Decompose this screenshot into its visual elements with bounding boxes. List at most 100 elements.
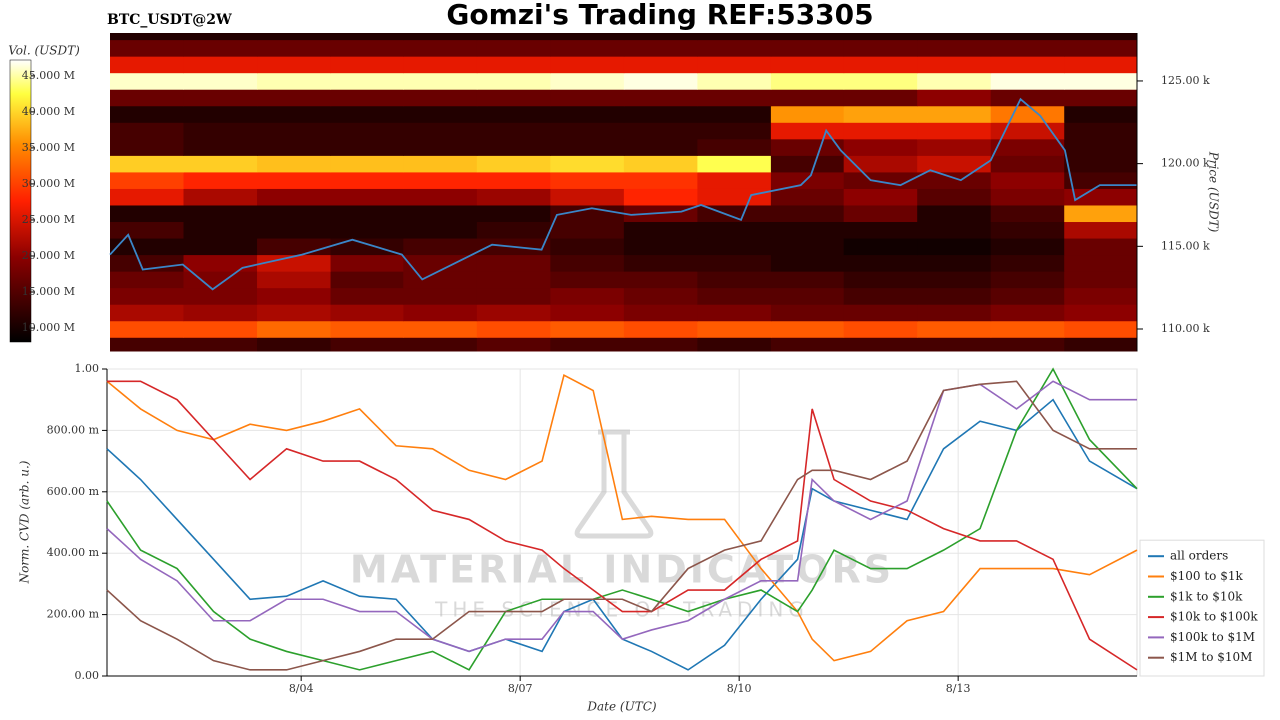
heatmap-cell	[183, 89, 258, 107]
heatmap-cell	[476, 271, 551, 289]
heatmap-cell	[550, 39, 625, 57]
heatmap-cell	[257, 39, 332, 57]
heatmap-cell	[1064, 171, 1138, 189]
heatmap-cell	[990, 204, 1065, 223]
heatmap-cell	[623, 287, 698, 305]
heatmap-cell	[1064, 204, 1138, 223]
heatmap-cell	[550, 320, 625, 338]
heatmap-cell	[257, 221, 332, 239]
y-axis-label: Norm. CVD (arb. u.)	[18, 460, 32, 584]
heatmap-cell	[183, 122, 258, 140]
heatmap-cell	[843, 105, 918, 123]
heatmap-cell	[917, 304, 992, 322]
heatmap-cell	[990, 56, 1065, 74]
colorbar-tick-label: 40.000 M	[22, 105, 75, 118]
heatmap-cell	[110, 155, 185, 173]
heatmap-cell	[770, 89, 845, 107]
heatmap-cell	[697, 122, 772, 140]
price-line	[109, 97, 1137, 291]
heatmap-cell	[843, 138, 918, 156]
colorbar-tick-label: 30.000 M	[22, 177, 75, 190]
heatmap-cell	[843, 122, 918, 140]
y-tick-label: 120.00 k	[1161, 157, 1210, 170]
heatmap-cell	[990, 105, 1065, 123]
heatmap-cell	[476, 204, 551, 223]
series-line	[106, 367, 1138, 671]
heatmap-cell	[843, 287, 918, 305]
heatmap-cell	[843, 89, 918, 107]
heatmap-cell	[183, 320, 258, 338]
heatmap-cell	[550, 188, 625, 206]
heatmap-cell	[476, 105, 551, 123]
heatmap-cell	[623, 221, 698, 239]
heatmap-cell	[990, 33, 1065, 41]
heatmap-cell	[330, 138, 404, 156]
heatmap-cell	[257, 105, 332, 123]
heatmap-cell	[990, 39, 1065, 57]
heatmap-cell	[770, 320, 845, 338]
heatmap-cell	[403, 287, 478, 305]
colorbar-tick-label: 10.000 M	[22, 321, 75, 334]
heatmap-cell	[917, 254, 992, 272]
heatmap-cell	[403, 188, 478, 206]
heatmap-cell	[257, 337, 332, 352]
heatmap-cell	[770, 105, 845, 123]
heatmap-cell	[770, 238, 845, 256]
heatmap-cell	[476, 320, 551, 338]
heatmap-cell	[1064, 105, 1138, 123]
heatmap-cell	[330, 337, 404, 352]
heatmap-cell	[623, 337, 698, 352]
heatmap-cell	[770, 33, 845, 41]
heatmap-cell	[917, 337, 992, 352]
x-tick-label: 8/10	[727, 682, 752, 695]
series-line	[107, 380, 1138, 671]
heatmap-cell	[257, 204, 332, 223]
heatmap-cell	[257, 33, 332, 41]
heatmap-cell	[183, 171, 258, 189]
heatmap-cell	[917, 33, 992, 41]
heatmap-cell	[476, 171, 551, 189]
heatmap-cell	[476, 155, 551, 173]
colorbar-tick-label: 20.000 M	[22, 249, 75, 262]
heatmap-cell	[623, 122, 698, 140]
heatmap-cell	[257, 238, 332, 256]
colorbar	[9, 59, 32, 343]
heatmap-cell	[330, 287, 404, 305]
heatmap-cell	[917, 287, 992, 305]
heatmap-cell	[843, 56, 918, 74]
heatmap-cell	[110, 271, 185, 289]
heatmap-cell	[110, 105, 185, 123]
heatmap-cell	[697, 221, 772, 239]
y-tick-label: 400.00 m	[47, 546, 100, 559]
heatmap-cell	[110, 39, 185, 57]
heatmap-cell	[403, 122, 478, 140]
heatmap-cell	[770, 155, 845, 173]
heatmap-cell	[623, 304, 698, 322]
heatmap-cell	[257, 287, 332, 305]
heatmap-cell	[550, 138, 625, 156]
heatmap-cell	[550, 287, 625, 305]
heatmap-cell	[990, 221, 1065, 239]
heatmap-cell	[403, 155, 478, 173]
heatmap-cell	[623, 39, 698, 57]
heatmap-cell	[330, 122, 404, 140]
heatmap-cell	[403, 39, 478, 57]
heatmap-cell	[403, 271, 478, 289]
colorbar-tick-label: 45.000 M	[22, 69, 75, 82]
heatmap-cell	[917, 138, 992, 156]
heatmap-cell	[403, 33, 478, 41]
heatmap-cell	[403, 337, 478, 352]
heatmap-cell	[110, 171, 185, 189]
heatmap-cell	[770, 39, 845, 57]
heatmap-cell	[770, 204, 845, 223]
heatmap-cell	[183, 33, 258, 41]
y-tick-label: 0.00	[75, 669, 100, 682]
heatmap-cell	[623, 238, 698, 256]
heatmap-cell	[1064, 287, 1138, 305]
plot-area	[106, 368, 1138, 677]
heatmap-cell	[257, 56, 332, 74]
heatmap-cell	[990, 320, 1065, 338]
heatmap-cell	[257, 271, 332, 289]
y-tick-label: 600.00 m	[47, 485, 100, 498]
heatmap-cell	[770, 122, 845, 140]
